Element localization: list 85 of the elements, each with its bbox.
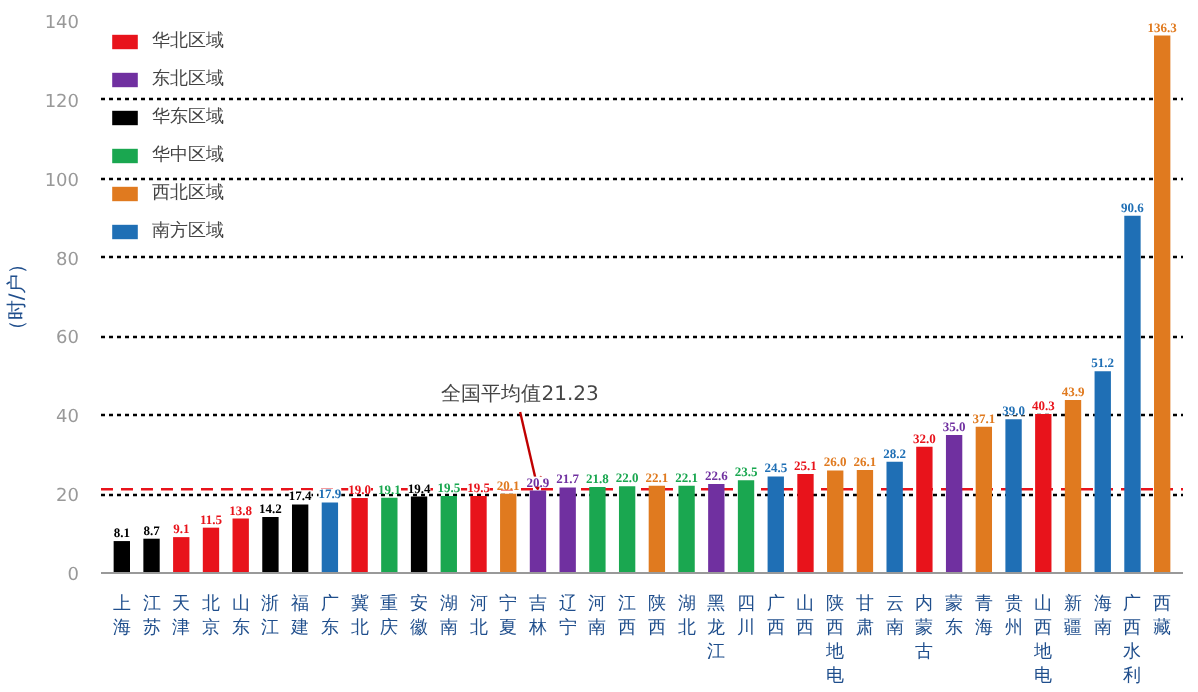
y-axis-title: （时/户） [4,253,29,341]
bar [618,486,636,573]
bar [708,483,725,573]
legend-label: 华东区域 [152,105,224,130]
legend-label: 华中区域 [152,143,224,168]
x-tick-label: 蒙东 [945,593,964,639]
bar [202,527,220,573]
bar [381,497,398,573]
y-tick-label: 20 [56,487,80,508]
y-tick-label: 120 [44,92,80,113]
x-tick-label: 冀北 [350,593,369,639]
x-tick-label: 甘肃 [855,593,874,639]
bar [589,487,606,573]
x-tick-label: 吉林 [526,593,547,639]
x-tick-label: 河南 [588,593,607,639]
legend-label: 西北区域 [152,181,224,206]
y-tick-label: 40 [56,408,80,429]
bar [827,470,844,573]
x-tick-label: 江西 [618,593,637,639]
x-tick-label: 湖北 [677,593,696,639]
x-tick-label: 四川 [737,595,756,639]
bar [321,502,339,573]
bar [1064,399,1082,573]
x-tick-label: 黑龙江 [707,593,726,663]
bar [529,490,547,573]
x-tick-label: 山西 [796,593,815,639]
bar [678,485,695,573]
y-tick-label: 0 [67,566,80,586]
y-tick-label: 80 [56,250,80,271]
y-tick-label: 140 [44,14,80,34]
x-tick-label: 内蒙古 [915,593,934,663]
bar [232,518,249,573]
x-tick-label: 陕西 [647,593,666,639]
bar [856,470,874,573]
bar [767,476,784,573]
x-tick-label: 广西 [766,593,785,639]
bar [173,537,190,573]
x-tick-label: 宁夏 [499,593,518,639]
x-tick-label: 广西水利 [1123,593,1142,687]
x-tick-label: 浙江 [261,593,280,639]
annotation: 全国平均值21.23 [441,382,599,407]
x-tick-label: 江苏 [142,593,161,639]
y-tick-label: 100 [44,171,80,192]
bar [975,426,993,573]
x-tick-label: 湖南 [439,593,458,639]
bar [440,496,457,573]
legend-label: 南方区域 [152,219,224,244]
bar [470,496,487,573]
bar [351,498,368,573]
x-tick-label: 天津 [172,593,191,639]
bar [1005,419,1022,573]
x-tick-label: 安徽 [410,593,429,639]
bar [291,504,309,573]
bar [262,517,279,573]
legend-label: 东北区域 [152,67,224,92]
bar [648,485,666,573]
bar [1094,371,1111,573]
bar [500,493,517,573]
x-tick-label: 海南 [1093,593,1112,639]
x-tick-label: 福建 [289,593,310,639]
x-tick-label: 贵州 [1004,593,1023,639]
bar [143,538,160,573]
bar [886,461,903,573]
legend-label: 华北区域 [152,29,224,54]
bar [1124,215,1141,573]
x-tick-label: 新疆 [1064,593,1083,639]
bar [113,541,130,573]
x-tick-label: 山东 [231,593,250,639]
bar [737,480,755,573]
x-tick-label: 广东 [320,593,339,639]
x-tick-label: 西藏 [1153,595,1172,639]
x-tick-label: 河北 [469,593,488,639]
x-tick-label: 陕西地电 [824,593,845,687]
y-tick-label: 60 [56,329,80,350]
bar [797,474,814,573]
x-tick-label: 北京 [201,593,220,639]
x-tick-label: 云南 [885,595,904,639]
x-tick-label: 山西地电 [1032,593,1053,687]
x-tick-label: 辽宁 [558,593,577,639]
x-tick-label: 青海 [974,593,993,639]
x-tick-label: 上海 [112,593,131,639]
x-tick-label: 重庆 [380,593,399,639]
bar [1154,35,1171,573]
bar [945,435,963,573]
bar [559,487,576,573]
